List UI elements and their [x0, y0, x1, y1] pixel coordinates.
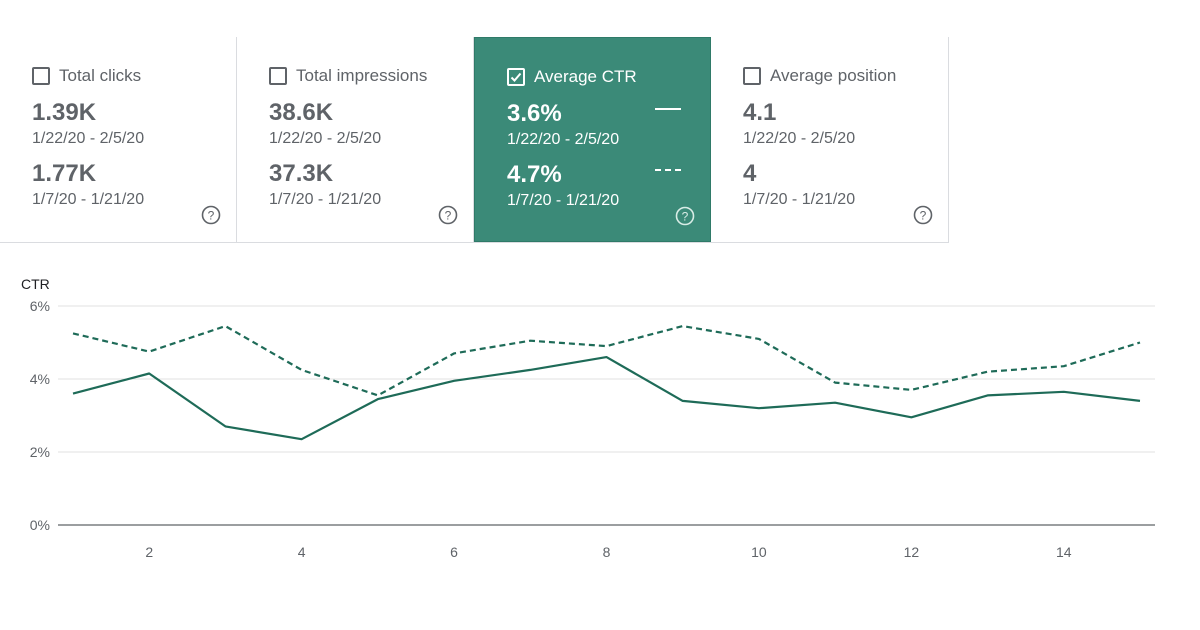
- card-label: Total clicks: [59, 66, 142, 85]
- current-range: 1/22/20 - 2/5/20: [269, 130, 382, 147]
- current-range: 1/22/20 - 2/5/20: [507, 131, 620, 148]
- previous-value: 4: [743, 160, 757, 187]
- current-range: 1/22/20 - 2/5/20: [743, 130, 856, 147]
- x-tick-label: 6: [450, 544, 458, 560]
- previous-value: 1.77K: [32, 160, 97, 187]
- y-tick-label: 4%: [30, 371, 50, 387]
- previous-range: 1/7/20 - 1/21/20: [32, 191, 145, 208]
- previous-value: 4.7%: [507, 161, 562, 188]
- y-tick-label: 0%: [30, 517, 50, 533]
- card-label: Average position: [770, 66, 897, 85]
- help-icon[interactable]: ?: [438, 205, 458, 225]
- checkbox-icon[interactable]: [32, 67, 50, 85]
- help-icon[interactable]: ?: [675, 206, 695, 226]
- metric-card-average-position[interactable]: Average position 4.1 1/22/20 - 2/5/20 4 …: [711, 37, 948, 242]
- checkbox-icon[interactable]: [269, 67, 287, 85]
- x-tick-label: 8: [603, 544, 611, 560]
- x-tick-label: 10: [751, 544, 767, 560]
- checkbox-checked-icon[interactable]: [507, 68, 525, 86]
- grid-layer: [58, 305, 1155, 526]
- checkbox-icon[interactable]: [743, 67, 761, 85]
- card-header: Total clicks: [32, 66, 141, 86]
- current-value: 1.39K: [32, 99, 97, 126]
- x-tick-label: 12: [904, 544, 920, 560]
- x-tick-label: 4: [298, 544, 306, 560]
- current-value: 38.6K: [269, 99, 334, 126]
- previous-range: 1/7/20 - 1/21/20: [507, 192, 620, 209]
- card-header: Average CTR: [507, 67, 637, 87]
- y-tick-label: 6%: [30, 298, 50, 314]
- dashed-line-legend-icon: [655, 169, 681, 171]
- current-value: 4.1: [743, 99, 777, 126]
- card-header: Total impressions: [269, 66, 427, 86]
- x-axis-ticks: 2 4 6 8 10 12 14: [145, 544, 1071, 560]
- metric-card-total-impressions[interactable]: Total impressions 38.6K 1/22/20 - 2/5/20…: [237, 37, 474, 242]
- card-label: Total impressions: [296, 66, 428, 85]
- x-tick-label: 14: [1056, 544, 1072, 560]
- svg-text:?: ?: [208, 209, 215, 223]
- previous-range: 1/7/20 - 1/21/20: [743, 191, 856, 208]
- svg-text:?: ?: [445, 209, 452, 223]
- metric-card-total-clicks[interactable]: Total clicks 1.39K 1/22/20 - 2/5/20 1.77…: [0, 37, 237, 242]
- y-axis-title: CTR: [21, 276, 50, 292]
- current-value: 3.6%: [507, 100, 562, 127]
- current-period-line: [72, 356, 1141, 441]
- help-icon[interactable]: ?: [201, 205, 221, 225]
- previous-period-line: [72, 325, 1141, 397]
- metric-card-average-ctr[interactable]: Average CTR 3.6% 1/22/20 - 2/5/20 4.7% 1…: [474, 37, 711, 242]
- svg-text:?: ?: [682, 210, 689, 224]
- previous-value: 37.3K: [269, 160, 334, 187]
- solid-line-legend-icon: [655, 108, 681, 110]
- current-range: 1/22/20 - 2/5/20: [32, 130, 145, 147]
- metric-cards: Total clicks 1.39K 1/22/20 - 2/5/20 1.77…: [0, 37, 949, 243]
- previous-range: 1/7/20 - 1/21/20: [269, 191, 382, 208]
- card-header: Average position: [743, 66, 896, 86]
- x-tick-label: 2: [145, 544, 153, 560]
- y-tick-label: 2%: [30, 444, 50, 460]
- series-layer: [72, 325, 1141, 441]
- svg-text:?: ?: [920, 209, 927, 223]
- help-icon[interactable]: ?: [913, 205, 933, 225]
- card-label: Average CTR: [534, 67, 637, 86]
- y-axis-ticks: 0% 2% 4% 6%: [30, 298, 50, 533]
